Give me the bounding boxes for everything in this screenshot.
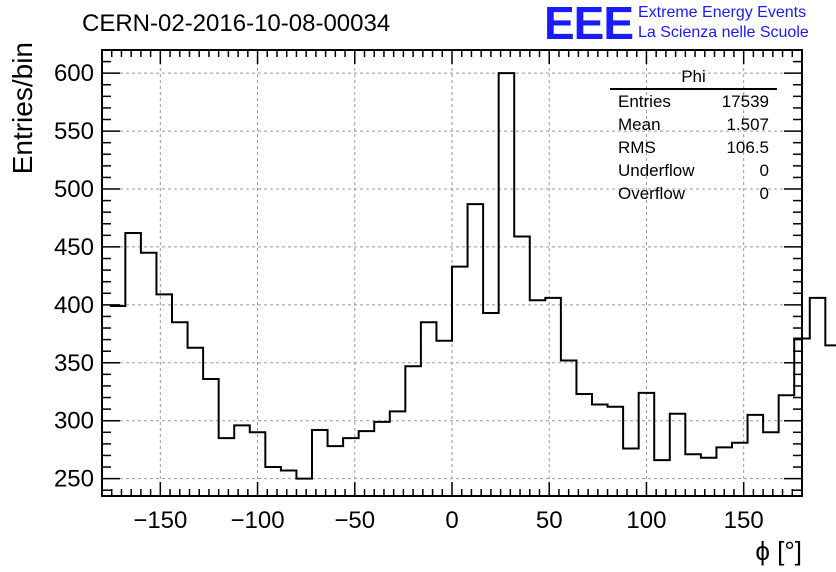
histogram-bin [141, 253, 157, 496]
stats-value: 0 [759, 184, 769, 203]
x-tick-label: 150 [724, 507, 764, 534]
histogram-bin [763, 432, 779, 496]
histogram-bin [234, 425, 250, 496]
eee-logo: EEE [544, 0, 634, 49]
histogram-bin [296, 479, 312, 496]
histogram-bin [748, 415, 764, 496]
histogram-bin [110, 306, 126, 496]
histogram-bin [390, 411, 406, 496]
histogram-bin [203, 379, 219, 496]
histogram-bin [670, 414, 686, 496]
histogram-bin [779, 395, 795, 496]
stats-label: RMS [618, 138, 656, 157]
chart-title: CERN-02-2016-10-08-00034 [82, 10, 391, 37]
stats-label: Underflow [618, 161, 695, 180]
histogram-bin [343, 438, 359, 496]
histogram-bin [452, 267, 468, 496]
histogram-bin [188, 348, 204, 496]
y-axis-label: Entries/bin [7, 42, 38, 174]
stats-value: 17539 [721, 92, 769, 111]
histogram-bin [545, 298, 561, 496]
stats-value: 106.5 [726, 138, 769, 157]
stats-row-underflow: Underflow 0 [610, 159, 777, 182]
stats-row-mean: Mean 1.507 [610, 113, 777, 136]
histogram-bin [592, 404, 608, 496]
histogram-bin [623, 449, 639, 496]
x-tick-label: −150 [133, 507, 187, 534]
x-tick-label: −100 [231, 507, 285, 534]
histogram-bin [825, 345, 836, 496]
x-tick-label: 0 [445, 507, 458, 534]
histogram-bin [219, 438, 235, 496]
stats-label: Entries [618, 92, 671, 111]
histogram-bin [499, 73, 515, 496]
histogram-bin [468, 204, 484, 496]
histogram-bin [716, 447, 732, 496]
histogram-bin [514, 237, 530, 496]
stats-label: Mean [618, 115, 661, 134]
histogram-bin [421, 322, 437, 496]
x-tick-label: −50 [334, 507, 375, 534]
histogram-bin [732, 443, 748, 496]
histogram-bin [172, 322, 188, 496]
stats-row-entries: Entries 17539 [610, 90, 777, 113]
histogram-bin [374, 422, 390, 496]
stats-row-rms: RMS 106.5 [610, 136, 777, 159]
x-axis-label: ϕ [°] [755, 536, 802, 566]
histogram-bin [483, 313, 499, 496]
stats-value: 0 [759, 161, 769, 180]
logo-line-1: Extreme Energy Events [638, 4, 807, 21]
histogram-bin [639, 393, 655, 496]
y-tick-label: 400 [54, 292, 94, 319]
histogram-bin [405, 366, 421, 496]
histogram-bin [608, 407, 624, 496]
y-tick-label: 300 [54, 408, 94, 435]
histogram-bin [685, 454, 701, 496]
stats-row-overflow: Overflow 0 [610, 182, 777, 205]
y-tick-label: 550 [54, 118, 94, 145]
histogram-bin [156, 294, 172, 496]
histogram-bin [281, 471, 297, 496]
stats-label: Overflow [618, 184, 686, 203]
histogram-bin [561, 360, 577, 496]
stats-box: Phi Entries 17539 Mean 1.507 RMS 106.5 U… [610, 66, 777, 205]
y-tick-label: 250 [54, 466, 94, 493]
histogram-bin [530, 300, 546, 496]
y-tick-label: 350 [54, 350, 94, 377]
y-tick-label: 450 [54, 234, 94, 261]
stats-value: 1.507 [726, 115, 769, 134]
histogram-line [109, 72, 836, 480]
histogram-bin [576, 394, 592, 496]
histogram-bin [436, 341, 452, 496]
histogram-bin [810, 298, 826, 496]
histogram-bin [328, 446, 344, 496]
histogram-bin [359, 431, 375, 496]
histogram-bin [312, 430, 328, 496]
histogram-bin [125, 233, 141, 496]
stats-box-title: Phi [610, 66, 777, 90]
x-tick-label: 50 [536, 507, 563, 534]
logo-line-2: La Scienza nelle Scuole [638, 24, 809, 41]
y-tick-label: 500 [54, 176, 94, 203]
x-tick-label: 100 [626, 507, 666, 534]
y-tick-label: 600 [54, 60, 94, 87]
